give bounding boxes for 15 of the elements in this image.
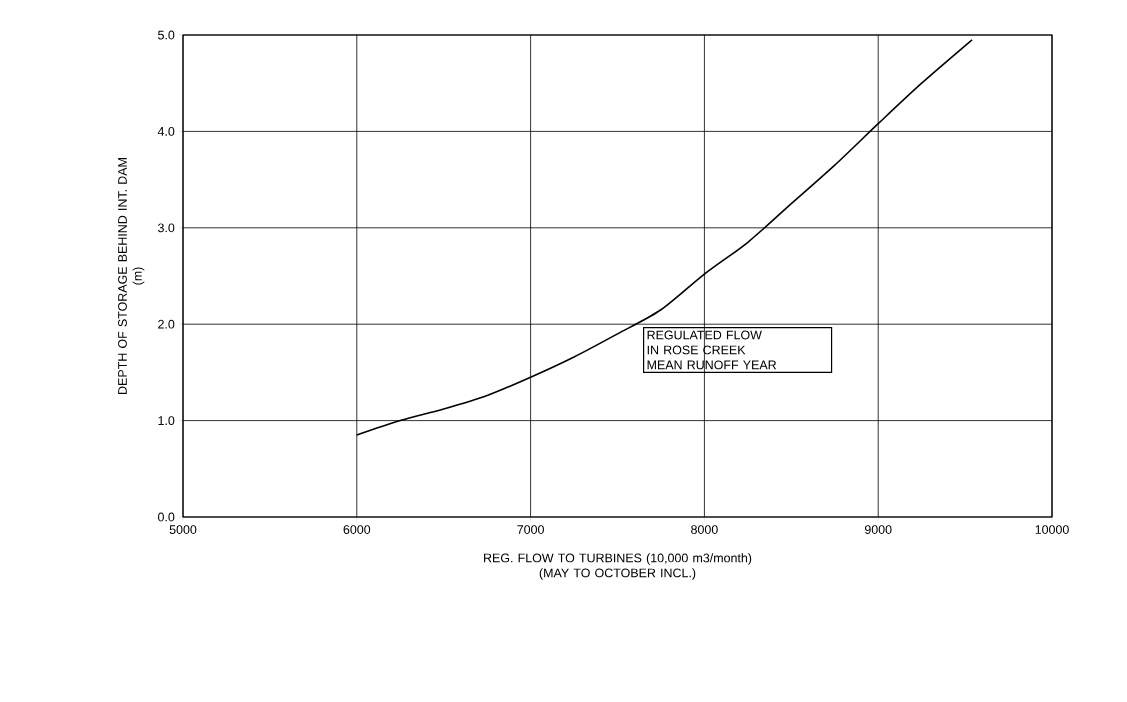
y-tick-label: 1.0: [158, 416, 175, 426]
y-tick-label: 0.0: [158, 512, 175, 522]
x-tick-label: 5000: [169, 525, 197, 534]
y-tick-label: 2.0: [158, 319, 175, 329]
x-tick-label: 7000: [517, 525, 544, 534]
x-tick-label: 10000: [1035, 525, 1069, 534]
y-axis-title: DEPTH OF STORAGE BEHIND INT. DAM (m): [118, 158, 145, 394]
x-tick-label: 8000: [691, 525, 718, 534]
x-axis-title: REG. FLOW TO TURBINES (10,000 m3/month) (MAY TO OCTOBER INCL.): [484, 553, 752, 580]
y-tick-label: 4.0: [157, 127, 175, 136]
y-tick-label: 5.0: [158, 30, 175, 40]
y-tick-label: 3.0: [157, 223, 175, 233]
x-tick-label: 9000: [864, 525, 892, 534]
x-tick-label: 6000: [343, 525, 371, 534]
line-series: [356, 39, 973, 436]
